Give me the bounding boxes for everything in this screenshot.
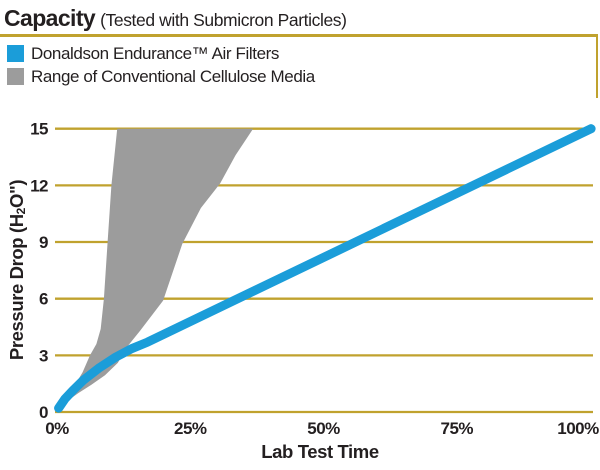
endurance-filter-line bbox=[54, 124, 596, 413]
x-tick-label-0: 0% bbox=[45, 419, 69, 438]
pressure-drop-chart: 0 3 6 9 12 15 0% 25% 50% 75% 100% bbox=[30, 120, 600, 438]
blue-swatch-icon bbox=[7, 45, 24, 62]
y-tick-label-15: 15 bbox=[30, 120, 48, 139]
cellulose-range-band bbox=[65, 128, 254, 403]
legend-label-cellulose: Range of Conventional Cellulose Media bbox=[31, 66, 315, 86]
legend: Donaldson Endurance™ Air Filters Range o… bbox=[7, 43, 315, 91]
y-axis-title-text: Pressure Drop (H bbox=[6, 214, 27, 361]
x-tick-label-25: 25% bbox=[174, 419, 207, 438]
chart-header: Capacity (Tested with Submicron Particles… bbox=[4, 5, 347, 32]
legend-label-endurance: Donaldson Endurance™ Air Filters bbox=[31, 43, 279, 63]
x-tick-label-100: 100% bbox=[557, 419, 599, 438]
x-tick-label-75: 75% bbox=[440, 419, 473, 438]
chart-subtitle: (Tested with Submicron Particles) bbox=[100, 10, 347, 30]
x-axis-title: Lab Test Time bbox=[261, 441, 379, 462]
gold-rule-right bbox=[595, 34, 598, 98]
y-tick-label-6: 6 bbox=[39, 290, 48, 309]
gold-rule-top bbox=[0, 34, 598, 37]
y-axis-title-subscript: 2 bbox=[14, 208, 28, 215]
chart-title: Capacity bbox=[4, 5, 96, 31]
y-tick-label-3: 3 bbox=[39, 346, 48, 365]
gray-swatch-icon bbox=[7, 68, 24, 85]
y-axis-title-suffix: O") bbox=[6, 179, 27, 209]
y-tick-label-0: 0 bbox=[39, 403, 48, 422]
y-axis-title: Pressure Drop (H2O") bbox=[6, 180, 28, 360]
legend-item-endurance: Donaldson Endurance™ Air Filters bbox=[7, 43, 315, 63]
legend-item-cellulose: Range of Conventional Cellulose Media bbox=[7, 66, 315, 86]
x-tick-label-50: 50% bbox=[307, 419, 340, 438]
y-tick-label-12: 12 bbox=[30, 176, 48, 195]
y-tick-label-9: 9 bbox=[39, 233, 48, 252]
